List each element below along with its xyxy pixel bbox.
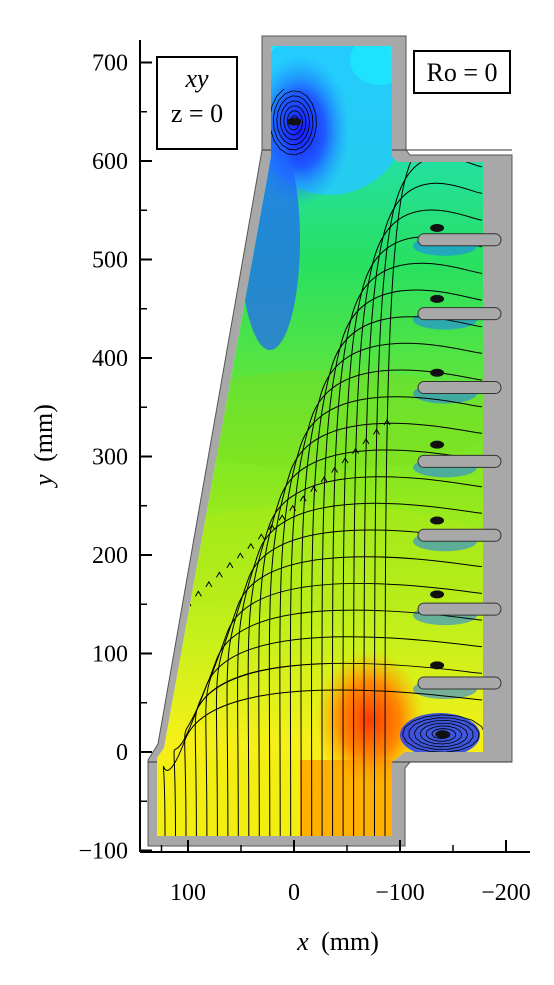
streamline <box>332 262 483 836</box>
cooling-slot <box>417 454 502 468</box>
x-axis-ticks: 100 0 −100 −200 <box>160 840 531 906</box>
y-tick-label: 300 <box>92 445 128 471</box>
streamline-arrow <box>236 552 244 559</box>
axes <box>139 40 530 853</box>
streamline-arrow <box>383 419 391 426</box>
streamline-arrow <box>257 533 265 540</box>
plane-annotation-box: xy z = 0 <box>156 56 238 150</box>
vortex-core <box>287 117 301 126</box>
streamline-arrow <box>299 495 307 502</box>
vortex-core <box>430 590 445 599</box>
streamline <box>258 449 483 836</box>
vortex-core <box>435 730 450 739</box>
y-tick-label: 500 <box>92 248 128 274</box>
streamline-arrow <box>205 580 213 588</box>
rossby-label: Ro = 0 <box>426 58 497 87</box>
plane-equation-label: z = 0 <box>171 99 223 128</box>
vortex-core <box>430 368 445 377</box>
streamline-arrow <box>163 619 171 626</box>
streamline <box>279 396 483 836</box>
vortex-markers <box>287 117 450 739</box>
x-tick-label: 0 <box>288 880 300 906</box>
field-inlet-yellow <box>157 760 310 836</box>
streamline-arrow <box>278 514 286 521</box>
y-tick-label: 200 <box>92 543 128 569</box>
top-vortex-spiral <box>269 88 317 156</box>
streamline-arrow <box>320 476 328 483</box>
vortex-core <box>430 440 445 449</box>
y-axis-ticks: −100 0 100 200 300 400 500 600 700 <box>78 51 152 865</box>
y-axis-title: y (mm) <box>29 404 58 489</box>
x-tick-label: 100 <box>170 880 206 906</box>
cooling-slot <box>417 528 502 542</box>
streamline <box>353 209 483 836</box>
cooling-slot <box>417 381 502 395</box>
streamline <box>237 502 483 836</box>
vortex-core <box>430 294 445 303</box>
streamline-arrow <box>373 428 380 435</box>
y-tick-label: 100 <box>92 642 128 668</box>
plane-variable-label: xy <box>184 64 209 93</box>
bottom-vortex-spiral <box>402 714 483 753</box>
x-tick-label: −100 <box>375 880 425 906</box>
y-tick-label: 600 <box>92 149 128 175</box>
cooling-slot <box>417 307 502 321</box>
streamline-arrow <box>247 542 255 550</box>
vortex-core <box>430 661 445 670</box>
y-tick-label: 700 <box>92 51 128 77</box>
cooling-slot <box>417 676 502 690</box>
cooling-slot <box>417 602 502 616</box>
field-hot-spot <box>315 650 425 790</box>
cooling-slots <box>417 233 502 690</box>
streamline-arrow <box>289 504 297 511</box>
x-axis-title: x (mm) <box>296 927 379 956</box>
y-tick-label: −100 <box>78 839 128 865</box>
streamline <box>321 289 483 836</box>
vortex-core <box>430 516 445 525</box>
streamline <box>247 476 483 836</box>
cooling-slot <box>417 233 502 247</box>
streamline-arrow <box>174 609 181 616</box>
streamline <box>205 582 483 836</box>
streamline-arrow <box>226 561 234 569</box>
streamline-arrow <box>331 466 339 473</box>
streamline-arrow <box>352 447 360 454</box>
y-tick-label: 400 <box>92 346 128 372</box>
rossby-annotation-box: Ro = 0 <box>413 50 511 94</box>
streamline-arrow <box>310 485 318 492</box>
streamline-arrow <box>341 457 349 464</box>
vortex-core <box>430 223 445 232</box>
streamline <box>363 182 483 836</box>
y-tick-label: 0 <box>116 740 128 766</box>
streamline-arrow <box>268 523 276 531</box>
streamline <box>215 556 483 836</box>
x-tick-label: −200 <box>481 880 531 906</box>
streamline <box>268 422 483 836</box>
streamline <box>300 342 483 836</box>
streamline-arrow <box>362 438 370 445</box>
streamline-arrow <box>194 590 202 597</box>
streamline-arrow <box>215 571 223 578</box>
